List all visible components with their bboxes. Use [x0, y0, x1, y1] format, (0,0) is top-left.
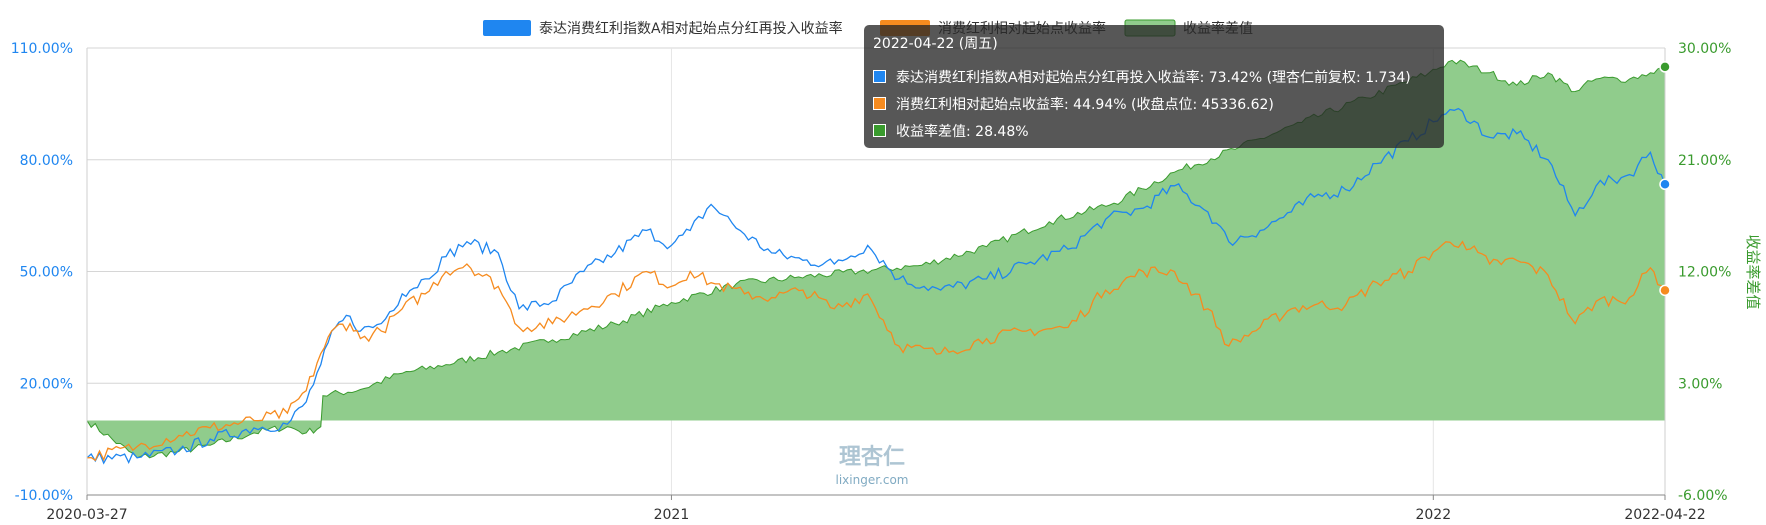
tooltip-date: 2022-04-22 (周五)	[873, 36, 998, 52]
end-marker-fund	[1659, 178, 1671, 191]
y-right-tick-label: 3.00%	[1678, 376, 1722, 392]
legend-swatch	[483, 20, 531, 36]
tooltip-swatch-fund	[873, 70, 886, 83]
y-left-tick-label: 50.00%	[20, 265, 73, 281]
y-right-tick-label: 12.00%	[1678, 265, 1731, 281]
tooltip-swatch-index	[873, 97, 886, 110]
tooltip-text-fund: 泰达消费红利指数A相对起始点分红再投入收益率: 73.42% (理杏仁前复权: …	[896, 69, 1411, 86]
end-marker-index	[1659, 284, 1671, 297]
y-right-tick-label: -6.00%	[1678, 488, 1728, 504]
tooltip-text-diff: 收益率差值: 28.48%	[896, 123, 1029, 140]
series-line-index	[86, 240, 1666, 462]
x-tick-label: 2022	[1415, 507, 1451, 523]
tooltip-text-index: 消费红利相对起始点收益率: 44.94% (收盘点位: 45336.62)	[896, 96, 1274, 113]
legend-label: 泰达消费红利指数A相对起始点分红再投入收益率	[539, 20, 843, 37]
tooltip-row-fund: 泰达消费红利指数A相对起始点分红再投入收益率: 73.42% (理杏仁前复权: …	[873, 63, 1435, 90]
tooltip-swatch-diff	[873, 124, 886, 137]
y-left-tick-label: -10.00%	[15, 488, 73, 504]
axes: 110.00% 80.00% 50.00% 20.00% -10.00% 30.00% 21…	[11, 41, 1762, 523]
x-tick-label: 2022-04-22	[1624, 507, 1705, 523]
watermark: 理杏仁 lixinger.com	[836, 444, 909, 487]
watermark-logo: 理杏仁	[839, 444, 905, 470]
tooltip-row-index: 消费红利相对起始点收益率: 44.94% (收盘点位: 45336.62)	[873, 90, 1435, 117]
y-right-tick-label: 30.00%	[1678, 41, 1731, 57]
legend-item-fund[interactable]: 泰达消费红利指数A相对起始点分红再投入收益率	[483, 20, 843, 37]
end-marker-diff	[1659, 61, 1671, 73]
y-left-tick-label: 20.00%	[20, 376, 73, 392]
y-right-tick-label: 21.00%	[1678, 153, 1731, 169]
y-right-axis-title: 收益率差值	[1744, 234, 1762, 309]
y-left-tick-label: 80.00%	[20, 153, 73, 169]
tooltip: 2022-04-22 (周五) 泰达消费红利指数A相对起始点分红再投入收益率: …	[864, 25, 1444, 148]
x-tick-label: 2020-03-27	[46, 507, 127, 523]
end-markers	[1659, 61, 1671, 297]
series-area-diff	[87, 60, 1665, 458]
watermark-domain: lixinger.com	[836, 473, 909, 487]
x-tick-label: 2021	[654, 507, 690, 523]
y-left-tick-label: 110.00%	[11, 41, 73, 57]
tooltip-row-diff: 收益率差值: 28.48%	[873, 117, 1435, 144]
